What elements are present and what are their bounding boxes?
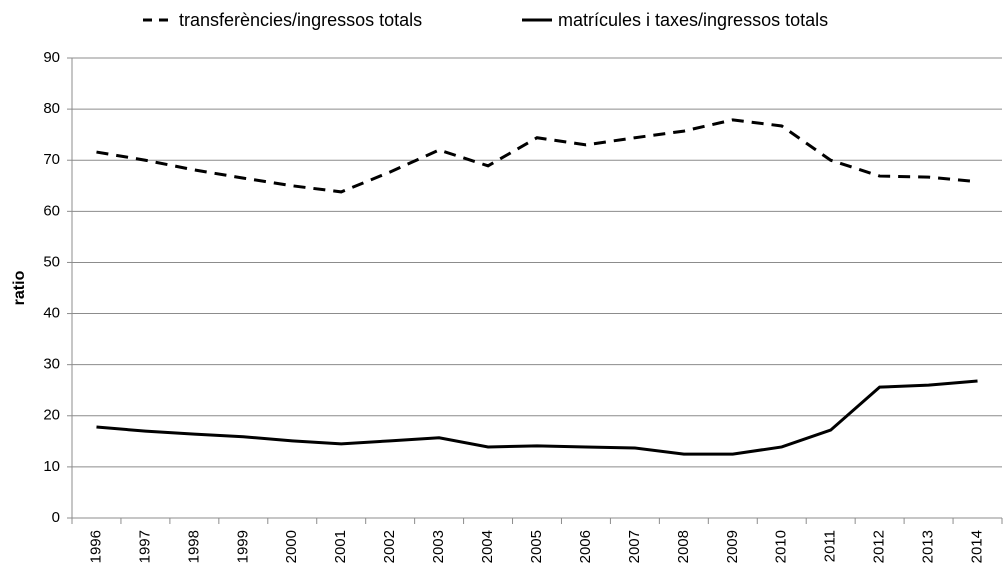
x-tick-label: 2008 — [675, 530, 692, 563]
x-tick-label: 2013 — [920, 530, 937, 563]
x-tick-label: 1996 — [87, 530, 104, 563]
x-tick-label: 1998 — [185, 530, 202, 563]
y-tick-label: 90 — [43, 49, 60, 66]
x-tick-label: 2005 — [528, 530, 545, 563]
x-tick-label: 2001 — [332, 530, 349, 563]
series-line — [96, 118, 978, 194]
y-tick-label: 0 — [52, 509, 60, 526]
legend-label: transferències/ingressos totals — [179, 10, 422, 30]
y-axis-title: ratio — [11, 270, 28, 305]
y-tick-label: 80 — [43, 100, 60, 117]
x-tick-label: 2007 — [626, 530, 643, 563]
x-tick-label: 2010 — [773, 530, 790, 563]
x-tick-label: 2003 — [430, 530, 447, 563]
x-tick-label: 2011 — [822, 530, 839, 562]
x-tick-label: 2000 — [283, 530, 300, 563]
y-tick-label: 20 — [43, 407, 60, 424]
x-tick-label: 1999 — [234, 530, 251, 563]
y-tick-label: 30 — [43, 356, 60, 373]
x-tick-label: 2006 — [577, 530, 594, 563]
x-tick-label: 2002 — [381, 530, 398, 563]
legend-label: matrícules i taxes/ingressos totals — [558, 10, 828, 30]
x-tick-label: 1997 — [136, 530, 153, 563]
x-tick-label: 2014 — [968, 530, 985, 563]
y-tick-label: 50 — [43, 253, 60, 270]
series-line — [96, 379, 978, 456]
y-tick-label: 40 — [43, 305, 60, 322]
x-tick-label: 2004 — [479, 530, 496, 563]
x-tick-label: 2012 — [871, 530, 888, 563]
y-tick-label: 10 — [43, 458, 60, 475]
x-tick-label: 2009 — [724, 530, 741, 563]
y-tick-label: 70 — [43, 151, 60, 168]
y-tick-label: 60 — [43, 202, 60, 219]
